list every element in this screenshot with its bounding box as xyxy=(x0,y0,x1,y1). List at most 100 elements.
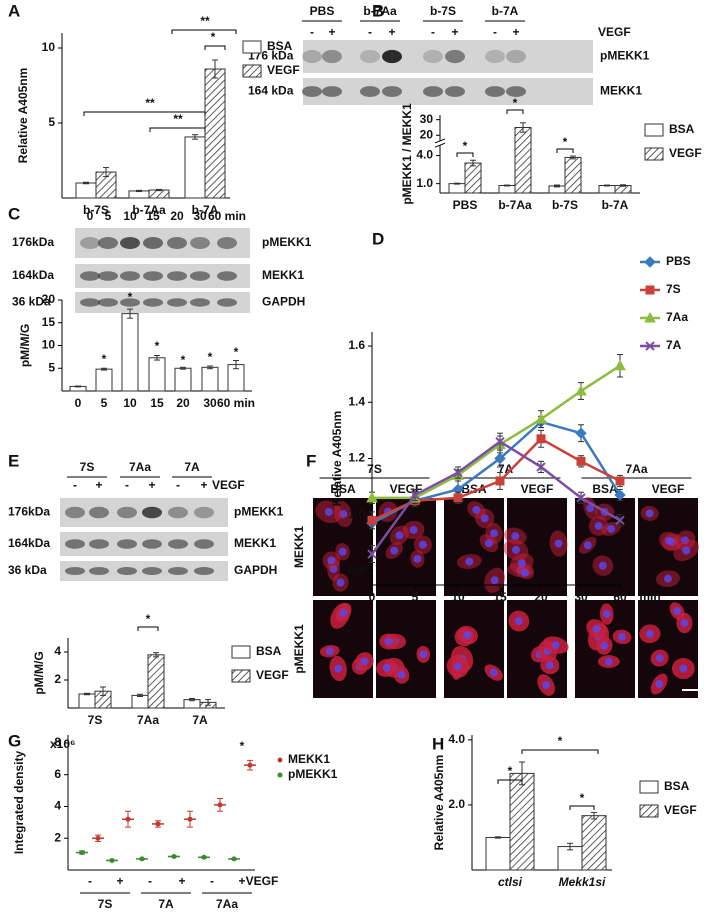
micrograph xyxy=(444,600,504,698)
nucleus xyxy=(517,559,526,568)
point xyxy=(453,493,463,503)
blot-band xyxy=(194,506,214,519)
lane-label: 7S xyxy=(80,460,95,474)
legend-swatch xyxy=(644,123,664,137)
panel-label: D xyxy=(372,229,384,248)
point xyxy=(575,427,587,439)
nucleus xyxy=(489,668,498,677)
x-tick-label: 60 xyxy=(613,590,627,604)
blot-band xyxy=(194,567,214,575)
legend-label: BSA xyxy=(256,644,282,658)
nucleus xyxy=(334,664,343,673)
band-protein: pMEKK1 xyxy=(234,505,284,519)
nucleus xyxy=(418,540,427,549)
point xyxy=(576,493,586,503)
blot-band xyxy=(117,567,137,575)
treatment-label: VEGF xyxy=(598,25,631,39)
y-tick-label: 6 xyxy=(54,767,61,781)
nucleus xyxy=(413,554,422,563)
significance: ** xyxy=(200,14,210,28)
band-protein: GAPDH xyxy=(262,295,305,309)
bar xyxy=(448,183,466,194)
bar xyxy=(564,156,582,194)
nucleus xyxy=(607,524,616,533)
band-size: 176kDa xyxy=(8,505,50,519)
bar xyxy=(184,136,206,199)
nucleus xyxy=(325,647,334,656)
x-tick-label: b-7Aa xyxy=(498,198,532,212)
point xyxy=(139,856,145,862)
blot-band xyxy=(98,271,118,281)
y-tick-label: 1.0 xyxy=(416,176,433,190)
significance: * xyxy=(102,352,107,366)
band-size: 36 kDa xyxy=(8,563,47,577)
legend-label: PBS xyxy=(666,254,691,268)
legend-swatch xyxy=(231,669,251,683)
blot-band xyxy=(167,298,187,307)
significance: * xyxy=(558,734,563,748)
y-tick-label: 0.8 xyxy=(348,563,365,577)
point xyxy=(109,857,115,863)
nucleus xyxy=(618,632,627,641)
band-size: 36 kDa xyxy=(12,295,51,309)
point xyxy=(410,490,420,500)
point xyxy=(171,854,177,859)
nucleus xyxy=(655,654,664,663)
panel-label: E xyxy=(8,451,19,470)
significance-bracket xyxy=(149,127,206,132)
nucleus xyxy=(327,556,336,565)
band-size: 164kDa xyxy=(8,536,50,550)
lane-label: 20 xyxy=(170,209,184,223)
legend-marker xyxy=(277,757,283,763)
legend-swatch xyxy=(639,804,659,818)
bar xyxy=(148,189,170,199)
nucleus xyxy=(600,641,609,650)
significance: * xyxy=(181,353,186,367)
lane-label: b-7A xyxy=(492,4,519,18)
significance: * xyxy=(128,290,133,304)
blot-band xyxy=(117,506,137,519)
y-axis-label: Relative A405nm xyxy=(330,411,344,507)
bar xyxy=(95,368,113,392)
y-tick-label: 4.0 xyxy=(448,732,465,746)
treatment-sign: - xyxy=(493,25,497,39)
significance: * xyxy=(208,350,213,364)
legend-label: MEKK1 xyxy=(288,752,330,766)
nucleus xyxy=(679,664,688,673)
group-label: 7S xyxy=(98,897,113,911)
x-tick-label: b-7A xyxy=(602,198,629,212)
nucleus xyxy=(545,661,554,670)
lane-label: b-7Aa xyxy=(363,4,397,18)
y-tick-label: 2.0 xyxy=(448,797,465,811)
band-size: 164kDa xyxy=(12,268,54,282)
blot-band xyxy=(190,271,210,281)
blot-band xyxy=(217,298,237,307)
nucleus xyxy=(511,532,520,541)
x-tick-label: b-7Aa xyxy=(132,203,166,217)
treatment-sign: - xyxy=(73,478,77,492)
y-tick-label: 1.6 xyxy=(348,338,365,352)
blot-band xyxy=(120,298,140,307)
nucleus xyxy=(511,545,520,554)
bar xyxy=(485,836,511,871)
legend-label: VEGF xyxy=(256,668,289,682)
y-tick-label: 30 xyxy=(420,112,434,126)
legend-label: BSA xyxy=(669,122,695,136)
lane-label: 10 xyxy=(123,209,137,223)
y-tick-label: 8 xyxy=(54,735,61,749)
blot-band xyxy=(382,49,402,64)
nucleus xyxy=(409,525,418,534)
significance-bracket xyxy=(556,148,574,153)
x-tick-label: 10 xyxy=(123,396,137,410)
nucleus xyxy=(655,680,664,689)
lane-label: 5 xyxy=(105,209,112,223)
x-tick-label: + xyxy=(178,874,185,888)
nucleus xyxy=(645,509,654,518)
significance-bracket xyxy=(506,109,524,114)
blot-band xyxy=(80,237,100,249)
blot-band xyxy=(65,539,85,549)
blot-band xyxy=(322,86,342,97)
y-tick-label: 5 xyxy=(48,360,55,374)
legend-swatch xyxy=(242,64,262,78)
